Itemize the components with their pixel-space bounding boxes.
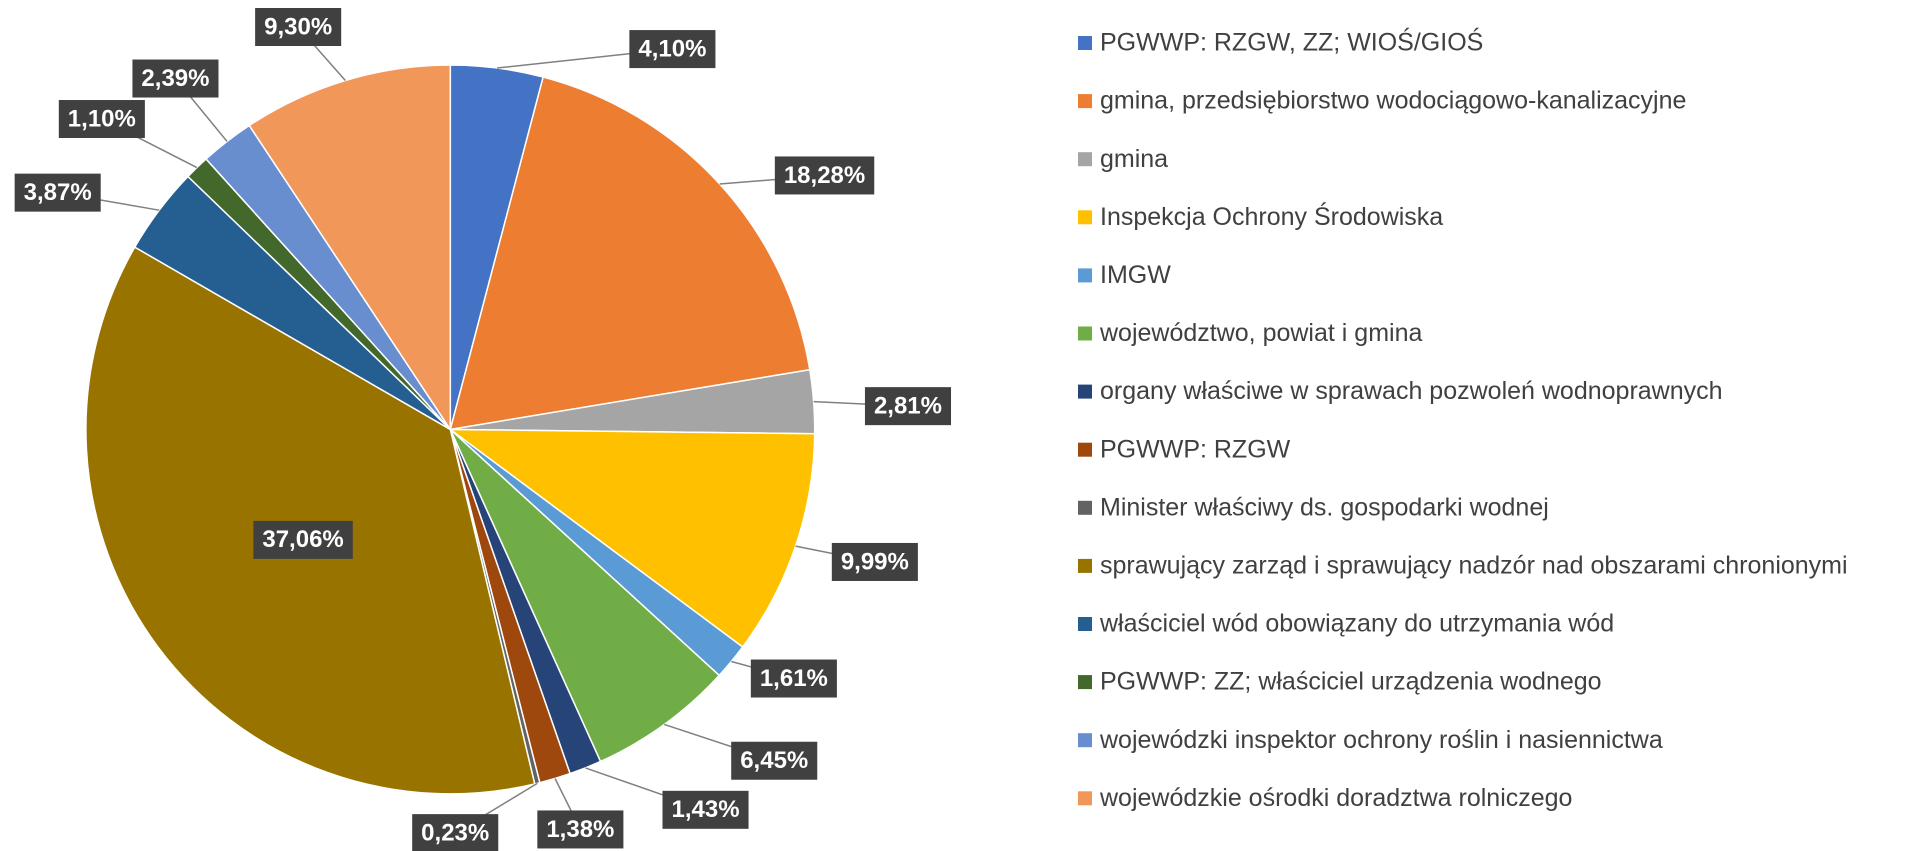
legend-label: właściciel wód obowiązany do utrzymania … — [1099, 610, 1614, 638]
data-label-text: 1,10% — [68, 105, 136, 132]
legend-swatch — [1078, 675, 1092, 690]
pie-slice — [248, 64, 452, 432]
legend-swatch — [1078, 500, 1092, 515]
pie-slice — [449, 76, 811, 431]
data-label-text: 18,28% — [784, 162, 865, 189]
legend-swatch — [1078, 733, 1092, 748]
data-label-box — [731, 741, 818, 780]
data-label: 1,43% — [662, 790, 749, 829]
data-label-box — [750, 659, 837, 698]
legend-label: Minister właściwy ds. gospodarki wodnej — [1100, 493, 1549, 521]
data-label-box — [537, 810, 624, 849]
data-label-box — [864, 387, 952, 426]
data-label: 6,45% — [731, 741, 818, 780]
pie-slice — [449, 428, 721, 763]
legend-label: gmina — [1100, 145, 1168, 173]
data-label: 4,10% — [629, 30, 716, 69]
data-label-text: 0,23% — [421, 819, 489, 846]
legend-swatch — [1078, 384, 1092, 399]
data-label-text: 2,39% — [141, 65, 209, 92]
legend-label: Inspekcja Ochrony Środowiska — [1100, 201, 1443, 231]
legend-swatch — [1078, 558, 1092, 573]
data-label-box — [132, 59, 219, 98]
pie-slice — [85, 246, 536, 795]
legend-label: wojewódzkie ośrodki doradztwa rolniczego — [1099, 784, 1572, 812]
data-label-box — [629, 30, 716, 69]
data-label: 9,30% — [255, 7, 342, 46]
legend-label: wojewódzki inspektor ochrony roślin i na… — [1099, 726, 1663, 754]
legend-swatch — [1078, 36, 1092, 50]
data-label: 18,28% — [774, 156, 875, 195]
legend-label: organy właściwe w sprawach pozwoleń wodn… — [1100, 377, 1723, 405]
data-label-text: 3,87% — [24, 179, 92, 206]
data-label-text: 6,45% — [740, 747, 808, 774]
legend-label: PGWWP: ZZ; właściciel urządzenia wodnego — [1100, 668, 1602, 696]
pie — [85, 64, 816, 795]
data-label: 2,39% — [132, 59, 219, 98]
data-label: 37,06% — [253, 520, 353, 559]
legend-label: PGWWP: RZGW, ZZ; WIOŚ/GIOŚ — [1100, 27, 1483, 57]
data-label-box — [831, 542, 918, 581]
data-label-text: 4,10% — [638, 35, 706, 62]
data-label: 1,10% — [58, 100, 145, 139]
data-label: 2,81% — [864, 387, 952, 426]
legend-swatch — [1078, 210, 1092, 225]
legend-swatch — [1078, 152, 1092, 167]
data-label: 0,23% — [412, 814, 499, 851]
legend-swatch — [1078, 617, 1092, 631]
data-label-text: 1,38% — [546, 816, 614, 843]
legend-label: gmina, przedsiębiorstwo wodociągowo-kana… — [1100, 87, 1686, 115]
data-label-text: 37,06% — [262, 526, 343, 553]
data-label-box — [662, 790, 749, 829]
data-label: 9,99% — [831, 542, 918, 581]
legend-label: PGWWP: RZGW — [1100, 435, 1291, 463]
data-label: 1,38% — [537, 810, 624, 849]
data-label-text: 1,43% — [671, 796, 739, 823]
data-label: 3,87% — [14, 173, 101, 212]
data-label-box — [253, 520, 353, 559]
legend-swatch — [1078, 94, 1092, 109]
pie-slice — [448, 428, 816, 649]
legend-label: IMGW — [1100, 261, 1171, 289]
data-label-box — [412, 814, 499, 851]
data-label-box — [255, 7, 342, 46]
data-label-text: 9,30% — [264, 13, 332, 40]
legend-swatch — [1078, 268, 1092, 283]
data-label: 1,61% — [750, 659, 837, 698]
legend-label: sprawujący zarząd i sprawujący nadzór na… — [1100, 552, 1848, 580]
data-labels: 4,10% 18,28% 2,81% 9,99% 1,61% 6,45%1,43% 1,38… — [14, 7, 952, 851]
data-label-box — [14, 173, 101, 212]
data-label-text: 9,99% — [841, 548, 909, 575]
data-label-text: 2,81% — [874, 392, 942, 419]
legend-swatch — [1078, 791, 1092, 806]
data-label-text: 1,61% — [760, 665, 828, 692]
data-label-box — [774, 156, 875, 195]
legend-label: województwo, powiat i gmina — [1099, 319, 1422, 347]
legend-swatch — [1078, 442, 1092, 457]
data-label-box — [58, 100, 145, 139]
legend-swatch — [1078, 326, 1092, 341]
